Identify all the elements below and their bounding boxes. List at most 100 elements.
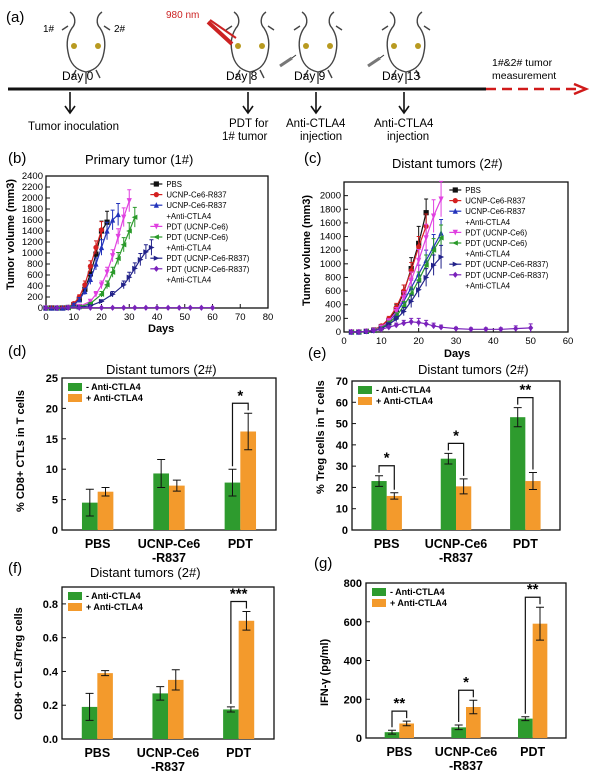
error-bar	[156, 686, 165, 701]
error-bar	[85, 488, 94, 517]
bar-chart-d: 0 5 10 15 20 25 PBS UCNP-Ce6-R837 PDT * - Anti-CTL…	[46, 373, 277, 565]
data-point	[148, 244, 155, 251]
y-tick-label: 2000	[22, 193, 43, 204]
panel-d: (d) Distant tumors (2#) % CD8+ CTLs in T…	[8, 343, 277, 565]
data-point	[416, 257, 422, 264]
data-series	[43, 239, 155, 311]
y-tick-label: 0.2	[43, 700, 58, 712]
significance-bracket	[458, 689, 474, 723]
data-point	[98, 227, 105, 233]
data-point	[401, 320, 407, 327]
data-point	[71, 301, 77, 308]
category-label: PDT	[520, 745, 545, 759]
x-tick-label: 30	[451, 336, 462, 347]
day-label: Day 8	[226, 69, 258, 83]
bar	[518, 718, 533, 738]
data-point	[76, 296, 82, 303]
y-tick-label: 2000	[320, 191, 341, 202]
data-point	[408, 298, 415, 304]
data-point	[209, 304, 216, 311]
x-tick-label: 40	[152, 312, 163, 323]
bar	[440, 458, 456, 530]
y-axis-label: CD8+ CTLs/Treg cells	[13, 607, 25, 720]
error-bar	[375, 475, 384, 487]
data-point	[430, 247, 437, 253]
day-label: Day 0	[62, 69, 94, 83]
y-tick-label: 10	[336, 504, 348, 516]
error-bar	[228, 468, 237, 497]
bar	[97, 491, 114, 530]
x-tick-label: 50	[179, 312, 190, 323]
data-point	[153, 265, 159, 272]
y-tick-label: 200	[27, 292, 43, 303]
y-tick-label: 0	[342, 525, 348, 537]
x-axis-label: Days	[148, 323, 174, 335]
legend-label: UCNP-Ce6-R837	[465, 197, 525, 206]
data-point	[87, 298, 93, 305]
significance-marker: **	[519, 382, 531, 399]
significance-marker: *	[237, 387, 243, 404]
legend-label: PDT (UCNP-Ce6)	[465, 239, 527, 248]
bar	[510, 417, 526, 530]
data-point	[104, 269, 110, 276]
y-tick-label: 2400	[22, 171, 43, 182]
significance-marker: *	[384, 450, 390, 467]
y-tick-label: 400	[27, 281, 43, 292]
data-point	[431, 213, 437, 220]
data-point	[452, 208, 458, 214]
bar	[238, 620, 255, 739]
data-point	[165, 304, 171, 311]
data-point	[82, 282, 88, 288]
data-point	[110, 304, 116, 311]
data-point	[115, 211, 121, 218]
legend-swatch	[68, 383, 82, 391]
error-bar	[171, 669, 180, 691]
chart-title: Distant tumors (2#)	[90, 565, 201, 580]
data-point	[98, 282, 105, 288]
data-point	[153, 255, 160, 261]
data-point	[452, 271, 458, 278]
significance-bracket	[231, 402, 249, 467]
data-point	[126, 274, 133, 280]
event-label: 1# tumor	[222, 131, 268, 143]
mouse-mark-1: 1#	[43, 24, 55, 35]
error-bar	[172, 479, 181, 492]
y-tick-label: 1800	[320, 204, 341, 215]
data-point	[378, 326, 384, 333]
data-point	[423, 235, 429, 242]
category-label: UCNP-Ce6	[435, 745, 498, 759]
data-point	[416, 319, 422, 326]
y-tick-label: 1200	[22, 237, 43, 248]
measurement-label: measurement	[492, 70, 556, 82]
data-point	[431, 262, 437, 268]
event-label: injection	[300, 131, 342, 143]
legend-label: PDT (UCNP-Ce6-R837)	[465, 260, 548, 269]
y-tick-label: 1800	[22, 204, 43, 215]
significance-marker: **	[527, 581, 539, 598]
panel-b: (b) Primary tumor (1#) Days Tumor volume…	[5, 150, 273, 335]
panel-letter: (g)	[314, 555, 332, 572]
data-series	[348, 213, 429, 335]
data-point	[153, 223, 159, 230]
data-point	[82, 288, 88, 295]
bar	[456, 486, 472, 530]
syringe-icon	[279, 54, 297, 68]
x-tick-label: 0	[341, 336, 346, 347]
y-tick-label: 1200	[320, 245, 341, 256]
significance-marker: *	[453, 427, 459, 444]
y-tick-label: 400	[325, 300, 341, 311]
event-label: Anti-CTLA4	[374, 118, 434, 130]
series-line	[351, 212, 427, 333]
y-tick-label: 800	[325, 272, 341, 283]
data-point	[423, 262, 429, 268]
bar	[371, 481, 387, 530]
y-axis-label: Tumor volume (mm3)	[5, 179, 17, 290]
data-point	[121, 214, 127, 221]
error-bar	[244, 412, 253, 451]
significance-bracket	[517, 397, 534, 470]
data-point	[87, 276, 93, 282]
y-axis-label: IFN-γ (pg/ml)	[319, 638, 331, 706]
data-point	[452, 240, 458, 246]
data-point	[98, 244, 105, 251]
data-point	[401, 295, 407, 302]
